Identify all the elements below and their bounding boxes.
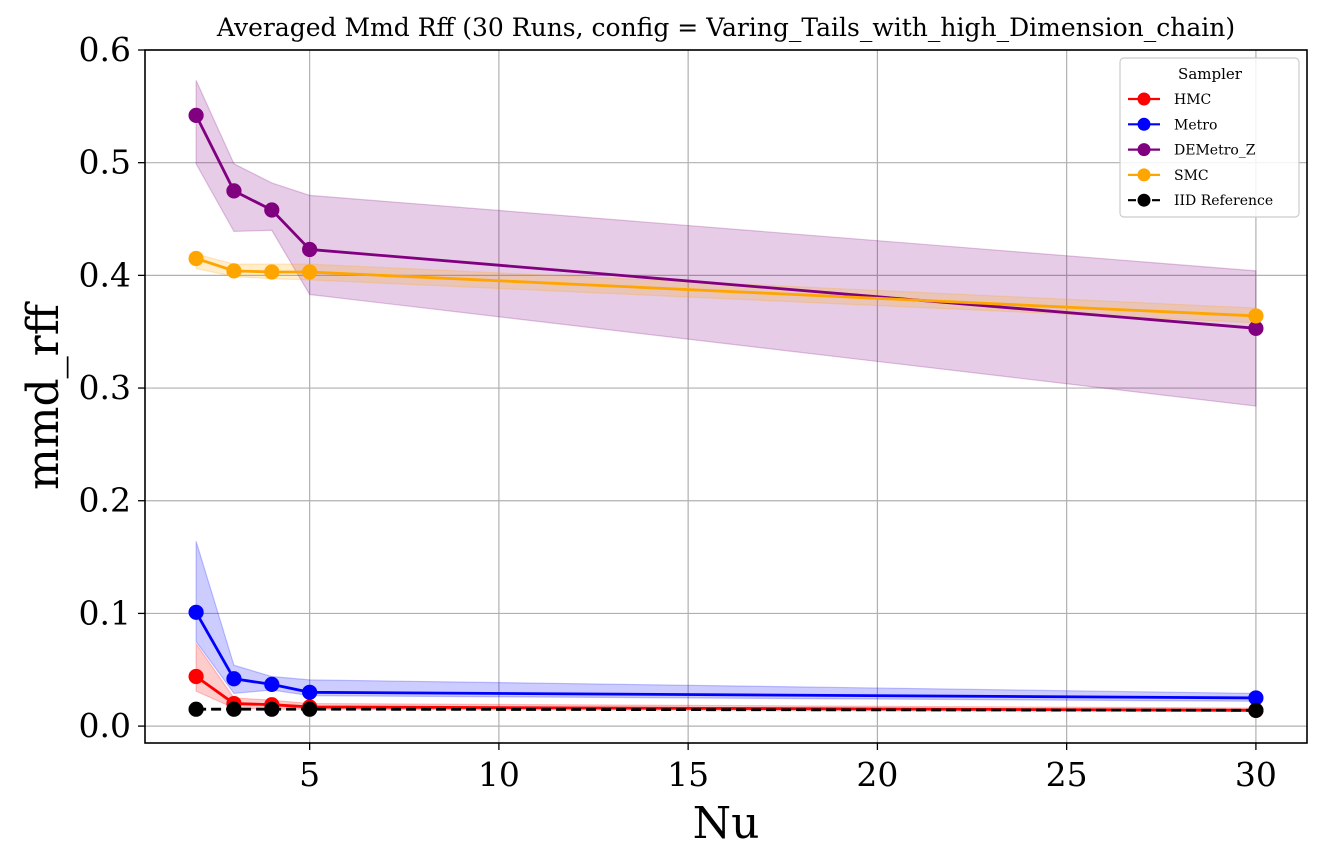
metro-data-point	[188, 604, 204, 620]
demetro-z-data-point	[264, 202, 280, 218]
legend-label: DEMetro_Z	[1174, 143, 1256, 159]
metro-data-point	[302, 684, 318, 700]
legend-entry: HMC	[1128, 92, 1211, 108]
x-tick-label: 15	[667, 755, 709, 794]
legend-label: Metro	[1174, 117, 1217, 133]
demetro-z-data-point	[302, 241, 318, 258]
smc-data-point	[1248, 308, 1264, 324]
legend-label: SMC	[1174, 168, 1209, 184]
legend-swatch-marker	[1137, 92, 1151, 106]
legend-title: Sampler	[1178, 65, 1243, 83]
y-tick-label: 0.4	[79, 255, 131, 294]
iid-reference-data-point	[1248, 702, 1264, 718]
x-tick-label: 30	[1235, 755, 1277, 794]
y-tick-label: 0.6	[79, 30, 131, 69]
legend-label: HMC	[1174, 92, 1211, 108]
x-tick-label: 10	[478, 755, 520, 794]
x-tick-layer: 5 10 15 20 25 30	[299, 743, 1277, 794]
y-tick-label: 0.5	[79, 143, 131, 182]
legend-box	[1119, 57, 1300, 218]
x-tick-label: 20	[856, 755, 898, 794]
iid-reference-data-point	[188, 701, 204, 717]
y-tick-label: 0.2	[79, 481, 131, 520]
hmc-data-point	[188, 668, 204, 685]
legend-entry: Metro	[1128, 117, 1217, 133]
chart-title: Averaged Mmd Rff (30 Runs, config = Vari…	[216, 13, 1235, 42]
legend-swatch-marker	[1137, 117, 1151, 131]
metro-data-point	[226, 671, 242, 687]
legend-entry: IID Reference	[1128, 193, 1273, 209]
plot-frame	[144, 49, 1308, 744]
grid-layer	[145, 49, 1307, 743]
y-tick-label: 0.0	[79, 706, 131, 745]
metro-data-point	[264, 676, 280, 693]
x-tick-label: 25	[1046, 755, 1088, 794]
legend-swatch-marker	[1137, 143, 1151, 157]
legend-label: IID Reference	[1174, 193, 1273, 209]
smc-data-point	[226, 263, 242, 279]
demetro-z-data-point	[226, 183, 242, 199]
legend: Sampler HMC Metro DEMetro_Z SMC IID Referenc…	[1119, 57, 1300, 218]
y-tick-label: 0.3	[79, 368, 131, 407]
iid-reference-data-point	[264, 701, 280, 717]
legend-swatch-marker	[1137, 193, 1151, 207]
y-tick-layer: 0.0 0.1 0.2 0.3 0.4 0.5 0.6	[79, 30, 145, 745]
smc-data-point	[302, 264, 318, 280]
iid-reference-series-line	[196, 707, 1256, 712]
demetro-z-data-point	[188, 107, 204, 123]
smc-data-point	[188, 250, 204, 267]
demetro-z-confidence-band	[195, 80, 1257, 407]
x-axis-label: Nu	[693, 798, 760, 849]
y-tick-label: 0.1	[79, 593, 131, 632]
legend-swatch-marker	[1137, 168, 1151, 182]
legend-entry: DEMetro_Z	[1128, 143, 1256, 159]
iid-reference-data-point	[302, 701, 318, 717]
x-tick-label: 5	[299, 755, 320, 794]
y-axis-label: mmd_rff	[18, 301, 69, 490]
iid-reference-data-point	[226, 701, 242, 717]
legend-entries: HMC Metro DEMetro_Z SMC IID Reference	[1128, 92, 1273, 209]
series-marker-layer	[188, 107, 1264, 718]
smc-data-point	[264, 264, 280, 280]
legend-entry: SMC	[1128, 168, 1209, 184]
